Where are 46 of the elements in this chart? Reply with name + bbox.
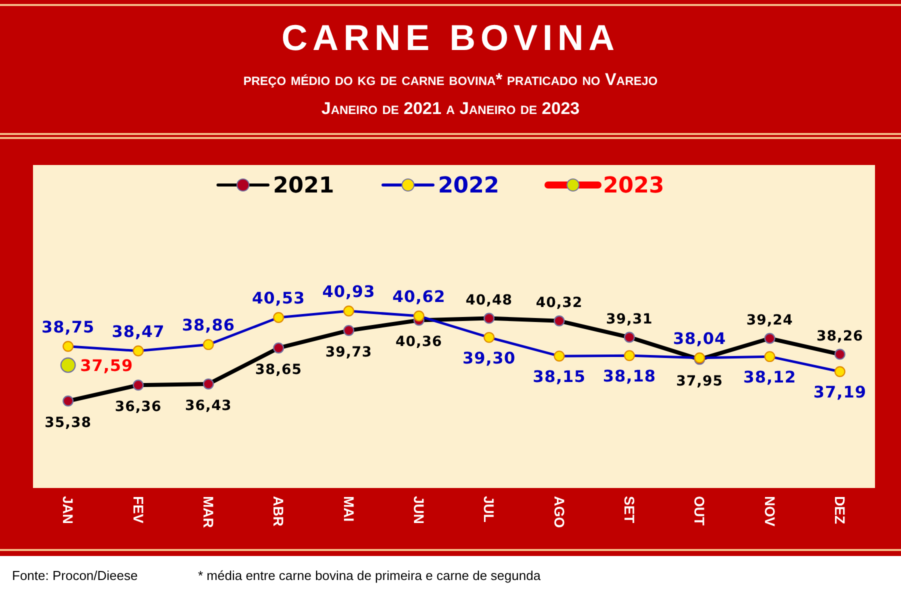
data-label: 37,95: [676, 373, 723, 390]
data-label: 40,48: [466, 292, 512, 308]
data-label: 38,65: [255, 362, 302, 378]
text: preço médio do kg de carne bovina* praticado no Varejo: [243, 70, 658, 89]
text: * média entre carne bovina de primeira e carne de segunda: [198, 568, 542, 583]
data-label: 39,30: [462, 348, 516, 368]
data-label: 38,15: [532, 367, 586, 386]
x-tick-label: OUT: [692, 496, 708, 526]
data-label: 40,93: [322, 282, 376, 301]
chart-title: CARNE BOVINA: [281, 17, 620, 58]
x-tick-label: MAR: [200, 496, 217, 528]
source-note: Fonte: Procon/Dieese: [12, 568, 138, 583]
data-label: 38,26: [816, 328, 864, 344]
x-tick-label: AGO: [551, 496, 568, 528]
text: Janeiro de 2021 a Janeiro de 2023: [321, 99, 580, 118]
x-tick-label: NOV: [762, 496, 778, 527]
data-label: 39,73: [325, 344, 372, 360]
data-label: 36,36: [114, 399, 162, 416]
data-label: 40,36: [396, 334, 442, 350]
point: [60, 357, 76, 373]
data-label: 38,18: [602, 366, 656, 386]
data-label: 38,12: [743, 368, 796, 387]
data-label: 38,86: [182, 316, 235, 335]
legend-label: 2021: [273, 174, 334, 199]
data-label: 38,04: [673, 328, 726, 348]
data-label: 39,24: [746, 312, 794, 328]
data-label: 37,59: [80, 356, 134, 375]
x-tick-label: JUN: [411, 496, 428, 524]
legend-label: 2023: [603, 174, 664, 199]
data-label: 40,53: [252, 288, 306, 308]
data-label: 40,62: [392, 287, 446, 306]
data-label: 35,38: [44, 415, 92, 431]
x-tick-label: MAI: [340, 496, 357, 522]
data-label: 37,19: [813, 382, 866, 402]
x-tick-label: JAN: [60, 496, 76, 524]
x-tick-label: JUL: [481, 496, 498, 523]
data-label: 38,47: [112, 322, 165, 341]
data-label: 40,32: [536, 294, 583, 311]
x-tick-label: FEV: [130, 496, 146, 524]
x-tick-label: DEZ: [832, 496, 848, 524]
legend-label: 2022: [438, 174, 500, 199]
data-label: 38,75: [42, 317, 95, 336]
x-tick-label: ABR: [270, 496, 287, 526]
data-label: 39,31: [606, 311, 653, 328]
data-label: 36,43: [185, 398, 232, 414]
x-tick-label: SET: [622, 496, 638, 524]
